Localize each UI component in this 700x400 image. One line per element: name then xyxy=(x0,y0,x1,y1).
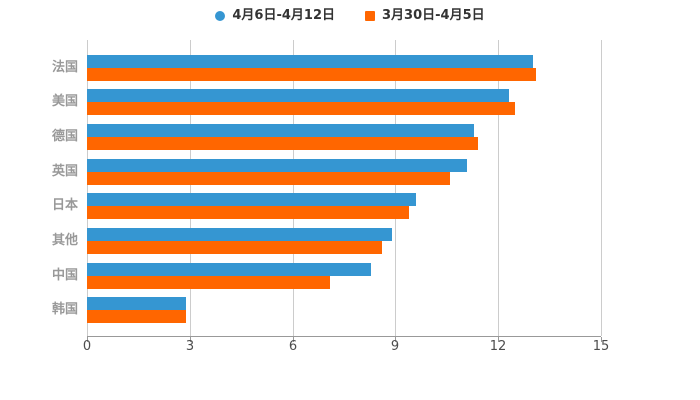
x-axis-tick xyxy=(293,337,294,342)
bar-series0-5 xyxy=(87,228,392,241)
bar-series1-2 xyxy=(87,136,478,150)
gridline xyxy=(87,40,88,336)
bar-series1-7 xyxy=(87,310,187,324)
gridline xyxy=(601,40,602,336)
bar-series0-7 xyxy=(87,297,187,311)
gridline xyxy=(190,40,191,336)
category-label: 其他 xyxy=(51,233,78,248)
bar-series1-3 xyxy=(87,171,451,185)
legend-item-week-apr6-12[interactable]: 4月6日-4月12日 xyxy=(215,6,335,26)
legend-item-week-mar30-apr5[interactable]: 3月30日-4月5日 xyxy=(365,6,485,26)
x-axis-tick xyxy=(498,337,499,342)
x-axis-tick xyxy=(87,337,88,342)
category-label: 韩国 xyxy=(51,302,78,318)
bar-series1-0 xyxy=(87,67,536,81)
legend-label: 4月6日-4月12日 xyxy=(232,8,335,23)
legend-label: 3月30日-4月5日 xyxy=(382,8,485,23)
category-label: 美国 xyxy=(51,94,78,110)
bar-series0-1 xyxy=(87,89,509,103)
bar-series0-0 xyxy=(87,54,533,68)
legend-marker-square-icon xyxy=(365,11,375,21)
x-axis-tick-label: 6 xyxy=(288,339,298,354)
x-axis-tick-label: 15 xyxy=(592,339,610,354)
bar-series0-4 xyxy=(87,193,416,207)
legend-marker-circle-icon xyxy=(215,11,226,21)
bar-series0-6 xyxy=(87,262,372,276)
bar-series0-2 xyxy=(87,123,475,137)
bar-series0-3 xyxy=(87,158,468,172)
bar-series1-1 xyxy=(87,102,516,116)
category-label: 德国 xyxy=(51,128,78,144)
x-axis-tick-label: 12 xyxy=(489,339,507,354)
x-axis-tick-label: 3 xyxy=(185,339,195,354)
bar-series1-5 xyxy=(87,241,382,254)
gridline xyxy=(395,40,396,336)
category-label: 英国 xyxy=(51,163,78,179)
x-axis-tick xyxy=(395,337,396,342)
category-label: 法国 xyxy=(51,59,78,75)
legend: 4月6日-4月12日 3月30日-4月5日 xyxy=(0,6,700,26)
bar-series1-6 xyxy=(87,275,331,289)
category-label: 中国 xyxy=(51,267,78,283)
x-axis-tick xyxy=(190,337,191,342)
gridline xyxy=(498,40,499,336)
bar-series1-4 xyxy=(87,206,410,220)
x-axis-tick xyxy=(601,337,602,342)
gridline xyxy=(293,40,294,336)
x-axis-tick-label: 9 xyxy=(390,339,400,354)
category-label: 日本 xyxy=(51,198,78,214)
plot-area xyxy=(87,40,602,337)
x-axis-tick-label: 0 xyxy=(82,339,92,354)
